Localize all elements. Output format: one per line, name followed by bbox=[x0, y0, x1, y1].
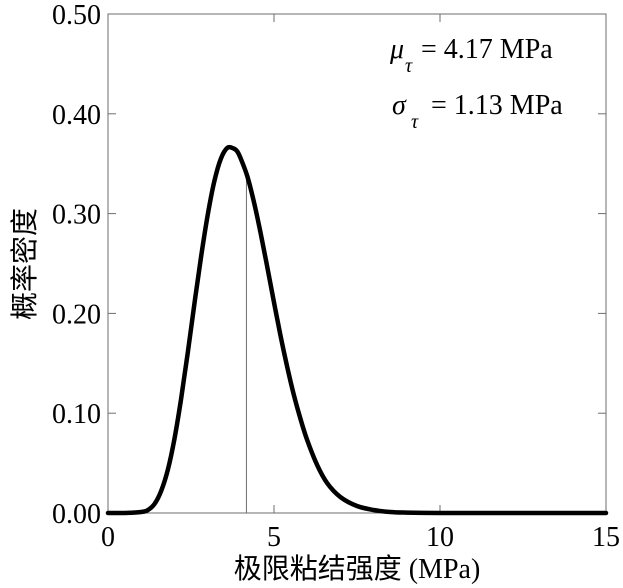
x-tick-label: 5 bbox=[267, 522, 281, 553]
x-tick-label: 15 bbox=[592, 522, 620, 553]
y-tick-label: 0.10 bbox=[52, 399, 101, 430]
mu-value: = 4.17 MPa bbox=[421, 34, 553, 65]
y-tick-labels: 0.00 0.10 0.20 0.30 0.40 0.50 bbox=[52, 0, 101, 530]
y-tick-label: 0.20 bbox=[52, 299, 101, 330]
plot-frame bbox=[108, 14, 606, 513]
x-tick-label: 0 bbox=[101, 522, 115, 553]
sigma-annotation: σ τ = 1.13 MPa bbox=[392, 90, 563, 133]
x-axis-label: 极限粘结强度 (MPa) bbox=[234, 553, 481, 585]
mu-subscript: τ bbox=[405, 55, 413, 77]
sigma-value: = 1.13 MPa bbox=[431, 90, 563, 121]
y-tick-label: 0.30 bbox=[52, 200, 101, 231]
x-tick-label: 10 bbox=[426, 522, 454, 553]
density-curve bbox=[108, 147, 606, 513]
sigma-symbol: σ bbox=[392, 90, 407, 121]
x-tick-labels: 0 5 10 15 bbox=[101, 522, 620, 553]
sigma-subscript: τ bbox=[411, 111, 419, 133]
y-tick-label: 0.40 bbox=[52, 100, 101, 131]
mu-annotation: μ τ = 4.17 MPa bbox=[389, 34, 553, 77]
mu-symbol: μ bbox=[389, 34, 404, 65]
y-axis-label: 概率密度 bbox=[9, 208, 41, 320]
y-tick-label: 0.00 bbox=[52, 499, 101, 530]
axis-ticks bbox=[108, 14, 606, 513]
y-tick-label: 0.50 bbox=[52, 0, 101, 31]
